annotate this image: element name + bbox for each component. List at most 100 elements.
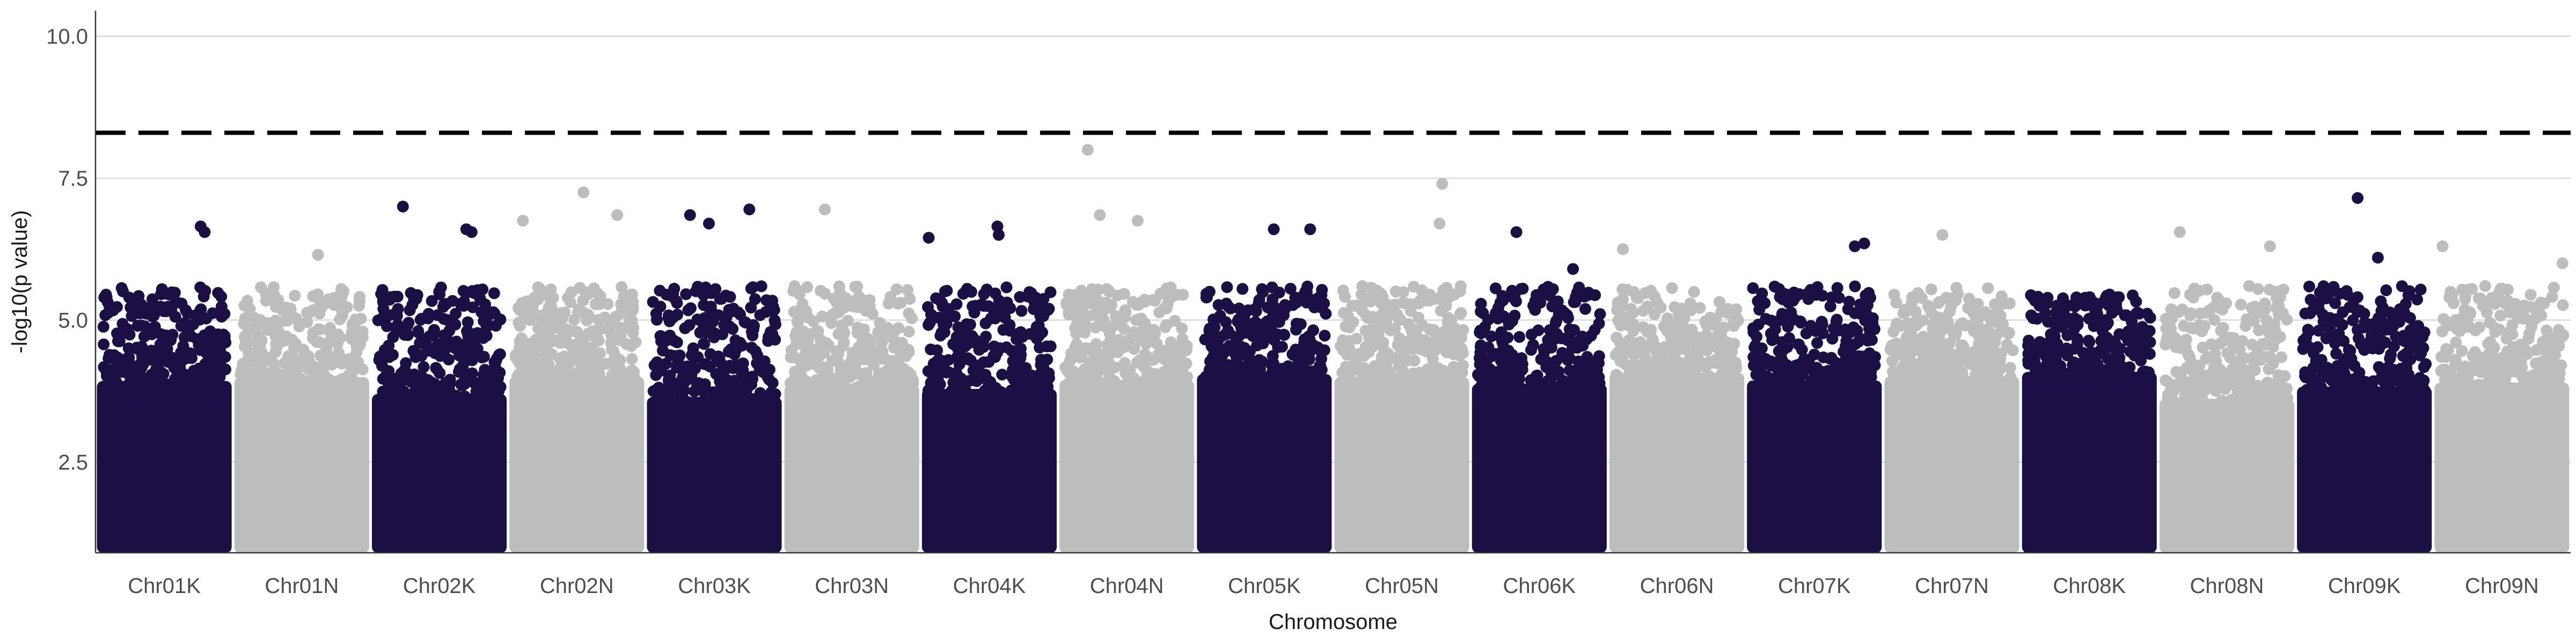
snp-point bbox=[760, 306, 772, 318]
snp-point bbox=[765, 386, 778, 398]
snp-point bbox=[1044, 286, 1057, 298]
snp-point bbox=[1221, 281, 1233, 294]
snp-point bbox=[1035, 358, 1047, 371]
snp-point bbox=[1043, 303, 1055, 315]
snp-point bbox=[509, 349, 522, 361]
snp-point bbox=[1562, 312, 1574, 324]
snp-point bbox=[1543, 289, 1556, 302]
snp-point bbox=[728, 305, 740, 317]
snp-point bbox=[804, 395, 817, 407]
snp-point bbox=[1701, 358, 1714, 371]
snp-point bbox=[312, 373, 324, 385]
snp-point bbox=[1421, 346, 1433, 358]
snp-point bbox=[148, 303, 160, 316]
snp-point bbox=[542, 369, 554, 380]
snp-point bbox=[392, 303, 404, 315]
snp-point bbox=[418, 361, 430, 373]
snp-point bbox=[1612, 296, 1624, 309]
snp-point bbox=[283, 380, 295, 392]
snp-point bbox=[543, 358, 555, 371]
snp-point bbox=[747, 373, 759, 385]
snp-point bbox=[197, 290, 210, 303]
chromosome-points-Chr03N bbox=[784, 280, 919, 553]
snp-point bbox=[978, 372, 991, 384]
snp-point bbox=[942, 303, 955, 315]
snp-point bbox=[934, 330, 947, 342]
snp-point bbox=[574, 349, 587, 361]
snp-point bbox=[336, 304, 348, 317]
chromosome-points-Chr04N bbox=[1059, 281, 1195, 553]
snp-point bbox=[420, 333, 432, 346]
snp-point bbox=[532, 323, 544, 334]
snp-point bbox=[876, 347, 889, 360]
snp-point bbox=[378, 398, 391, 410]
snp-point bbox=[181, 308, 194, 320]
snp-point bbox=[1201, 385, 1213, 397]
snp-point bbox=[280, 302, 292, 313]
snp-point bbox=[865, 335, 877, 347]
snp-point bbox=[147, 293, 158, 305]
snp-point bbox=[473, 405, 485, 417]
snp-point bbox=[1016, 331, 1029, 343]
snp-point bbox=[185, 330, 197, 342]
snp-point bbox=[564, 296, 576, 309]
chromosome-points-Chr04K bbox=[921, 281, 1057, 553]
snp-point bbox=[608, 345, 620, 357]
snp-point bbox=[1070, 327, 1082, 340]
snp-point bbox=[1118, 288, 1130, 300]
chromosome-points-Chr01K bbox=[97, 281, 232, 553]
snp-point bbox=[383, 351, 396, 363]
snp-point bbox=[113, 331, 126, 343]
snp-point bbox=[1086, 283, 1098, 295]
snp-point bbox=[449, 318, 462, 331]
snp-point bbox=[380, 320, 393, 332]
snp-point bbox=[434, 339, 447, 352]
snp-point bbox=[866, 308, 879, 320]
snp-point bbox=[207, 389, 219, 401]
snp-point bbox=[1250, 360, 1262, 372]
snp-point bbox=[626, 353, 638, 365]
snp-point bbox=[1000, 341, 1013, 354]
snp-point bbox=[286, 334, 298, 347]
snp-point bbox=[426, 295, 438, 307]
snp-point bbox=[1484, 363, 1496, 375]
snp-point bbox=[100, 387, 112, 399]
snp-point bbox=[1160, 319, 1173, 331]
snp-point bbox=[857, 294, 869, 306]
snp-point bbox=[166, 286, 178, 298]
snp-point bbox=[1110, 310, 1122, 323]
snp-point bbox=[734, 380, 747, 393]
snp-point bbox=[1089, 382, 1101, 394]
snp-point bbox=[170, 295, 182, 308]
snp-point bbox=[1491, 312, 1504, 325]
snp-point bbox=[691, 313, 704, 326]
snp-point bbox=[1532, 324, 1545, 336]
snp-point bbox=[268, 364, 281, 376]
snp-point bbox=[540, 342, 552, 355]
snp-point bbox=[791, 334, 803, 347]
snp-point bbox=[1418, 386, 1431, 399]
snp-point bbox=[1572, 355, 1585, 368]
snp-point bbox=[1101, 298, 1113, 311]
snp-point bbox=[302, 379, 314, 391]
snp-point bbox=[662, 405, 675, 417]
snp-point bbox=[1124, 363, 1136, 376]
snp-point bbox=[241, 295, 253, 307]
snp-point bbox=[1289, 291, 1301, 304]
snp-point bbox=[490, 354, 502, 367]
snp-point bbox=[1428, 324, 1440, 336]
snp-point bbox=[294, 362, 306, 374]
snp-point bbox=[1448, 322, 1461, 334]
snp-point bbox=[1406, 388, 1418, 400]
snp-point bbox=[756, 408, 769, 420]
snp-point bbox=[1001, 296, 1013, 309]
snp-point bbox=[116, 318, 129, 330]
snp-point bbox=[574, 282, 586, 294]
snp-point bbox=[1265, 328, 1277, 341]
snp-point bbox=[1320, 308, 1332, 320]
snp-point bbox=[694, 404, 706, 416]
snp-point bbox=[1440, 378, 1452, 390]
snp-point bbox=[438, 313, 450, 325]
snp-point bbox=[1525, 344, 1537, 356]
snp-point bbox=[937, 313, 949, 325]
